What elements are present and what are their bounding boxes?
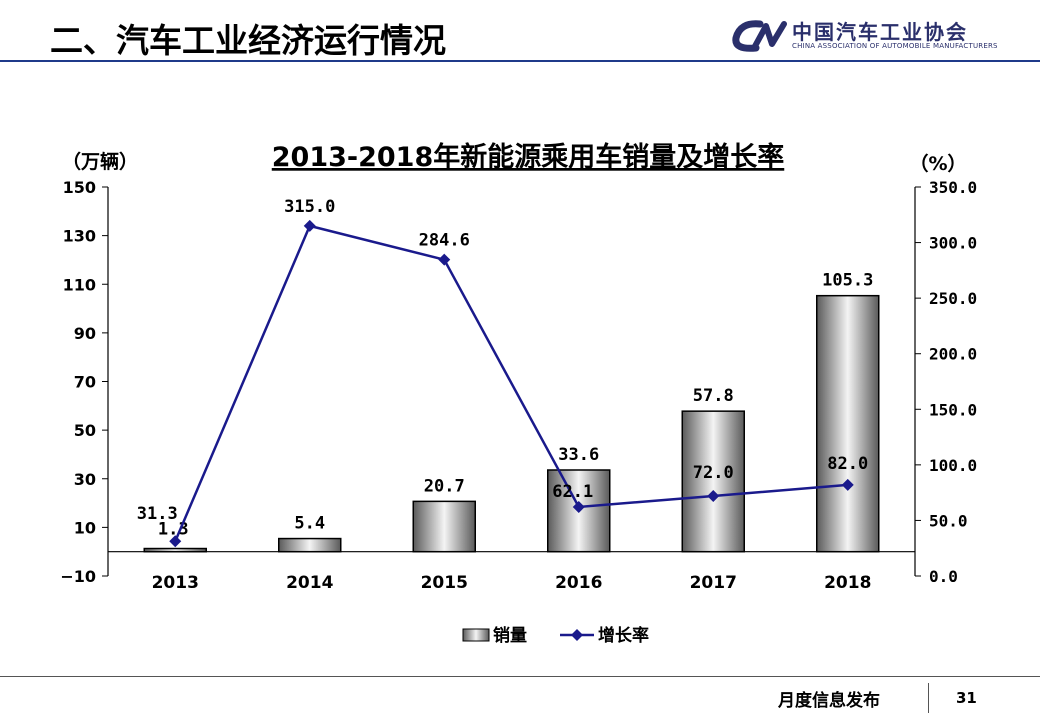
growth-rate-label: 31.3: [137, 504, 178, 524]
x-axis-tick-label: 2017: [690, 573, 737, 593]
legend-bar-label: 销量: [493, 625, 527, 646]
left-axis-tick-label: 70: [74, 373, 96, 392]
left-axis-unit: （万辆）: [62, 150, 138, 173]
right-axis-tick-label: 300.0: [929, 234, 977, 253]
bar: [547, 469, 611, 553]
header-divider: [0, 60, 1040, 62]
growth-rate-point: [303, 219, 316, 232]
bar-value-label: 1.3: [158, 520, 189, 540]
legend-line-marker: [571, 629, 583, 641]
growth-rate-label: 72.0: [693, 463, 734, 483]
growth-rate-line: [174, 224, 848, 542]
bar: [412, 500, 476, 553]
x-axis-tick-label: 2018: [824, 573, 871, 593]
bar-value-label: 105.3: [822, 271, 873, 291]
bar-value-label: 5.4: [294, 514, 325, 534]
footer-label: 月度信息发布: [778, 691, 880, 711]
right-axis-unit: （%）: [909, 152, 966, 175]
x-axis-tick-label: 2013: [152, 573, 199, 593]
growth-rate-label: 284.6: [419, 231, 470, 251]
growth-rate-point: [707, 489, 720, 502]
right-axis-tick-label: 200.0: [929, 345, 977, 364]
right-axis-tick-label: 50.0: [929, 511, 968, 530]
right-axis-tick-label: 100.0: [929, 456, 977, 475]
growth-rate-label: 82.0: [827, 454, 868, 474]
bar-value-label: 33.6: [558, 445, 599, 465]
right-axis-tick-label: 150.0: [929, 400, 977, 419]
left-axis-tick-label: 90: [74, 324, 96, 343]
growth-rate-point: [841, 478, 854, 491]
growth-rate-point: [572, 500, 585, 513]
footer-separator: [928, 683, 929, 713]
x-axis-tick-label: 2015: [421, 573, 468, 593]
bar: [278, 537, 342, 553]
bar: [681, 410, 745, 553]
logo: 中国汽车工业协会 CHINA ASSOCIATION OF AUTOMOBILE…: [730, 16, 1030, 56]
right-axis-tick-label: 0.0: [929, 567, 958, 586]
legend-bar-swatch: [462, 628, 490, 642]
footer-divider: [0, 676, 1040, 677]
legend-line-label: 增长率: [598, 625, 649, 646]
page-number: 31: [956, 689, 977, 707]
x-axis-tick-label: 2016: [555, 573, 602, 593]
x-axis-tick-label: 2014: [286, 573, 333, 593]
growth-rate-point: [169, 535, 182, 548]
left-axis-tick-label: 110: [63, 275, 96, 294]
left-axis-tick-label: 30: [74, 470, 96, 489]
chart-title: 2013-2018年新能源乘用车销量及增长率: [272, 141, 785, 173]
cam-logo-icon: [732, 20, 787, 52]
right-axis-tick-label: 250.0: [929, 289, 977, 308]
logo-text: 中国汽车工业协会: [792, 20, 968, 44]
bar: [143, 547, 207, 553]
bar: [816, 294, 880, 553]
left-axis-tick-label: −10: [60, 567, 96, 586]
page-title: 二、汽车工业经济运行情况: [50, 21, 446, 60]
left-axis-tick-label: 50: [74, 421, 96, 440]
bar-value-label: 20.7: [424, 476, 465, 496]
right-axis-tick-label: 350.0: [929, 178, 977, 197]
left-axis-tick-label: 150: [63, 178, 96, 197]
left-axis-tick-label: 10: [74, 518, 96, 537]
growth-rate-point: [438, 253, 451, 266]
chart: 2013-2018年新能源乘用车销量及增长率 （万辆） （%） 150 130 11…: [60, 141, 977, 646]
growth-rate-label: 315.0: [284, 197, 335, 217]
growth-rate-label: 62.1: [552, 482, 593, 502]
left-axis-tick-label: 130: [63, 227, 96, 246]
bar-value-label: 57.8: [693, 386, 734, 406]
logo-subtext: CHINA ASSOCIATION OF AUTOMOBILE MANUFACT…: [792, 42, 998, 50]
